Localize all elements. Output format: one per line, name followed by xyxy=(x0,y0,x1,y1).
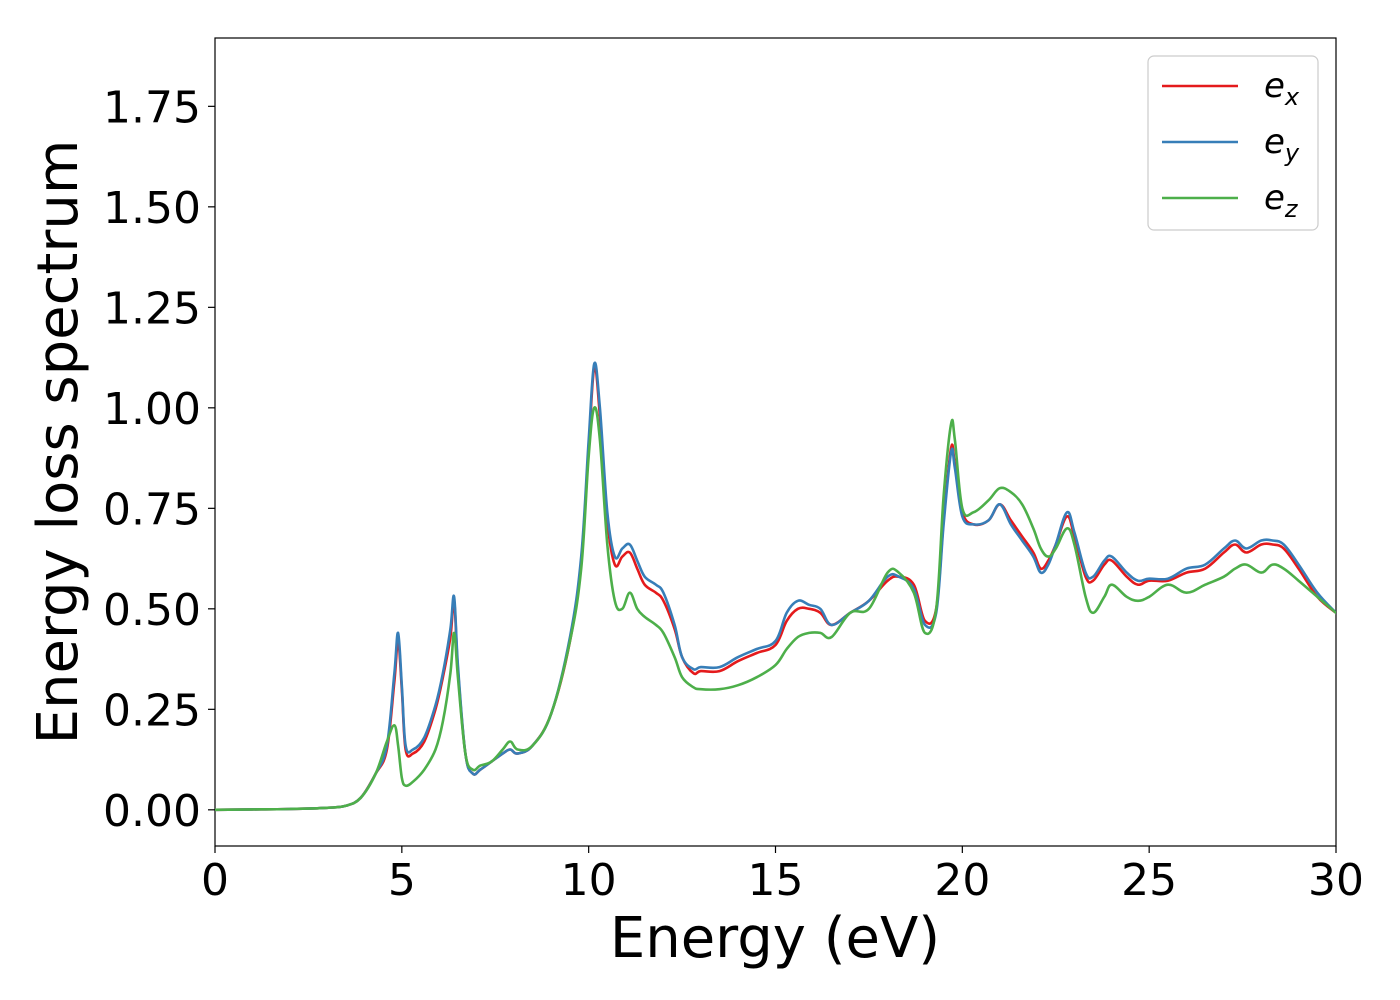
x-tick-label: 5 xyxy=(388,855,416,906)
legend: ex ey ez xyxy=(1147,55,1319,231)
y-tick-label: 1.50 xyxy=(103,183,201,234)
y-tick-label: 0.50 xyxy=(103,585,201,636)
series-lines xyxy=(215,361,1336,812)
x-tick-label: 20 xyxy=(934,855,990,906)
ticks: 0 5 10 15 20 25 30 0.00 0.25 0.50 0.75 1.00 1.25 1.50… xyxy=(103,82,1364,906)
legend-label-x: ex xyxy=(1264,66,1300,111)
x-tick-label: 15 xyxy=(748,855,804,906)
series-line-x xyxy=(215,365,1336,812)
x-tick-label: 30 xyxy=(1308,855,1364,906)
x-axis-label: Energy (eV) xyxy=(610,906,940,971)
x-tick-label: 10 xyxy=(561,855,617,906)
x-tick-label: 25 xyxy=(1121,855,1177,906)
y-tick-label: 1.00 xyxy=(103,384,201,435)
y-tick-label: 0.25 xyxy=(103,685,201,736)
legend-label-y: ey xyxy=(1264,122,1300,167)
y-axis-label: Energy loss spectrum xyxy=(26,140,91,745)
y-tick-label: 1.25 xyxy=(103,283,201,334)
y-tick-label: 0.75 xyxy=(103,484,201,535)
y-tick-label: 0.00 xyxy=(103,786,201,837)
series-line-y xyxy=(215,361,1336,812)
y-tick-label: 1.75 xyxy=(103,82,201,133)
series-line-z xyxy=(215,406,1336,812)
x-tick-label: 0 xyxy=(201,855,229,906)
legend-label-z: ez xyxy=(1264,178,1299,223)
